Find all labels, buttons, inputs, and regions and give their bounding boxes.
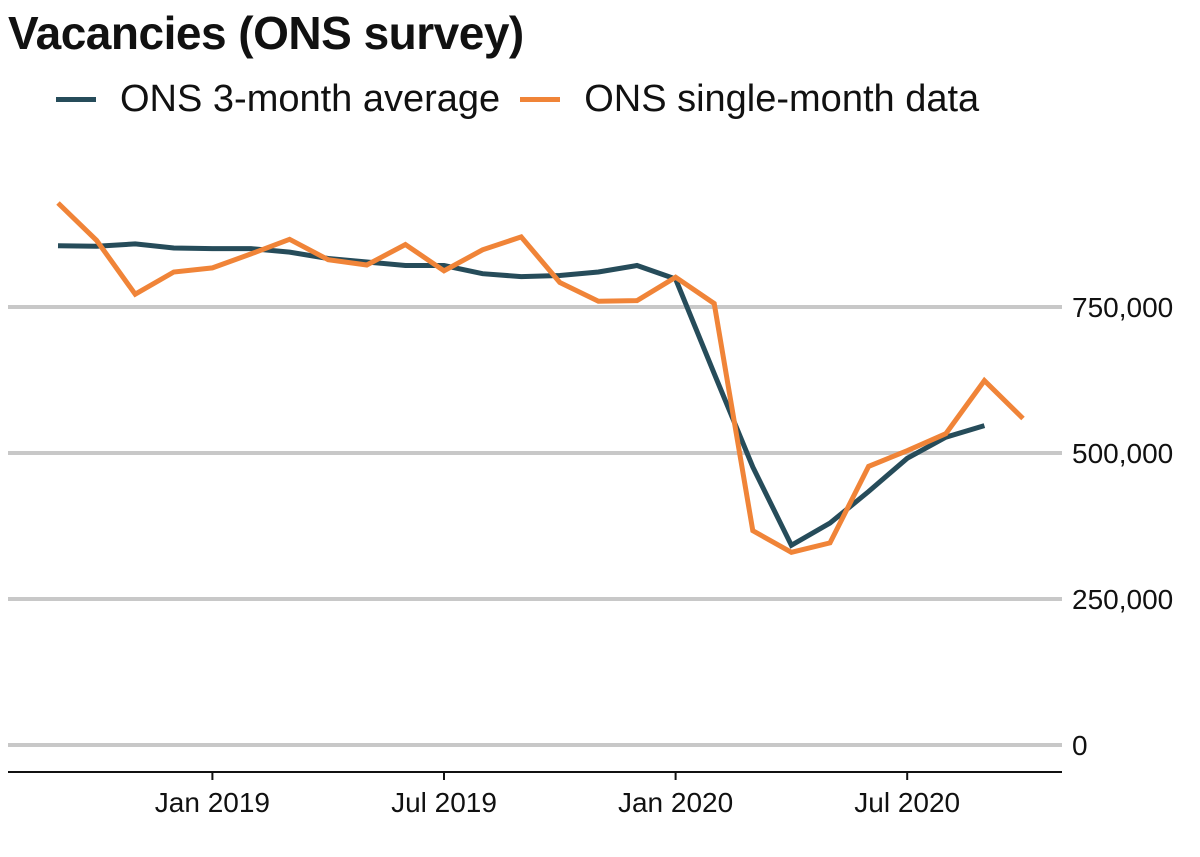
- series-line-3-month-average: [57, 241, 986, 549]
- legend-swatch-single-month: [520, 97, 561, 102]
- y-tick-label: 500,000: [1072, 438, 1173, 469]
- y-tick-label: 750,000: [1072, 292, 1173, 323]
- chart-legend: ONS 3-month average ONS single-month dat…: [56, 78, 999, 121]
- legend-label-single-month: ONS single-month data: [584, 78, 980, 120]
- x-tick-label: Jan 2019: [155, 787, 270, 818]
- legend-item-3-month-average: ONS 3-month average: [56, 78, 500, 121]
- legend-swatch-3-month-average: [56, 97, 96, 102]
- x-tick-label: Jan 2020: [618, 787, 733, 818]
- series-line-single-month: [56, 201, 1025, 555]
- chart-title: Vacancies (ONS survey): [8, 7, 524, 59]
- x-tick-label: Jul 2020: [854, 787, 960, 818]
- legend-item-single-month: ONS single-month data: [520, 78, 979, 121]
- y-tick-label: 0: [1072, 730, 1088, 761]
- y-tick-label: 250,000: [1072, 584, 1173, 615]
- x-tick-label: Jul 2019: [391, 787, 497, 818]
- legend-label-3-month-average: ONS 3-month average: [120, 78, 501, 120]
